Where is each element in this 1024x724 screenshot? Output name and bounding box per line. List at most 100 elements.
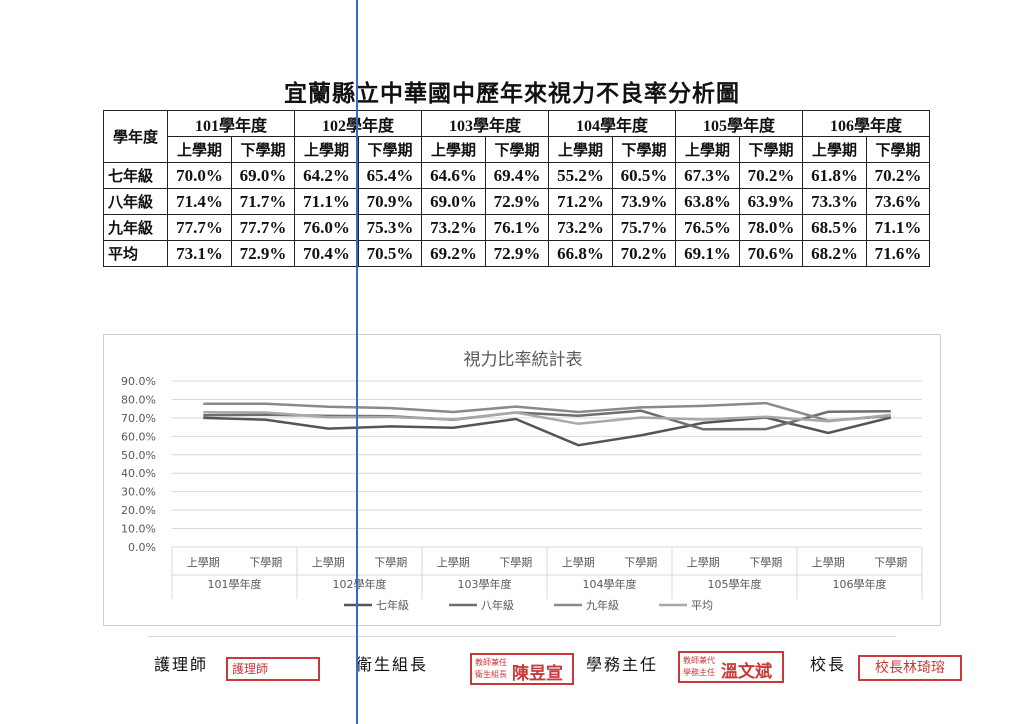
table-row: 七年級 70.0% 69.0% 64.2% 65.4% 64.6% 69.4% 55.2% 60… bbox=[103, 162, 930, 189]
table-cell: 77.7% bbox=[231, 214, 295, 241]
table-header-row: 學年度101學年度102學年度103學年度104學年度105學年度106學年度 bbox=[103, 110, 930, 163]
table-cell: 73.9% bbox=[612, 188, 676, 215]
table-cell: 68.5% bbox=[802, 214, 867, 241]
academic-director-label: 學務主任 bbox=[586, 655, 659, 674]
x-tick-label: 下學期 bbox=[749, 556, 782, 569]
table-semester-header: 下學期 bbox=[231, 136, 295, 163]
series-line-3 bbox=[203, 410, 891, 426]
table-cell: 70.0% bbox=[167, 162, 232, 189]
table-cell: 70.4% bbox=[294, 240, 359, 267]
x-group-label: 106學年度 bbox=[833, 577, 887, 591]
y-tick-label: 40.0% bbox=[121, 467, 156, 480]
table-semester-header: 下學期 bbox=[612, 136, 676, 163]
x-tick-label: 上學期 bbox=[312, 556, 345, 569]
table-cell: 55.2% bbox=[548, 162, 613, 189]
table-cell: 75.3% bbox=[358, 214, 422, 241]
series-line-2 bbox=[203, 401, 891, 422]
table-cell: 70.2% bbox=[739, 162, 803, 189]
table-year-header: 105學年度 bbox=[675, 110, 803, 137]
table-row-label: 九年級 bbox=[103, 214, 168, 241]
x-group-label: 104學年度 bbox=[583, 577, 637, 591]
director-stamp-name: 溫文斌 bbox=[721, 662, 772, 682]
table-semester-header: 上學期 bbox=[294, 136, 359, 163]
health-stamp-name: 陳昱宣 bbox=[512, 664, 563, 684]
chart-container: 視力比率統計表 0.0% 10.0% 20.0% 30.0% 40.0% 50.0% 60.0… bbox=[103, 334, 941, 626]
table-semester-header: 下學期 bbox=[739, 136, 803, 163]
table-semester-header: 上學期 bbox=[421, 136, 486, 163]
table-row-label: 平均 bbox=[103, 240, 168, 267]
scan-divider-line bbox=[356, 0, 358, 724]
y-tick-label: 80.0% bbox=[121, 393, 156, 406]
table-cell: 76.1% bbox=[485, 214, 549, 241]
legend-label: 七年級 bbox=[376, 598, 409, 612]
vision-rate-table: 學年度101學年度102學年度103學年度104學年度105學年度106學年度上… bbox=[103, 110, 930, 267]
x-tick-label: 上學期 bbox=[187, 556, 220, 569]
table-cell: 69.0% bbox=[421, 188, 486, 215]
health-leader-stamp: 教師兼任 衛生組長 陳昱宣 bbox=[470, 653, 574, 685]
x-tick-label: 下學期 bbox=[249, 556, 282, 569]
legend-label: 平均 bbox=[691, 599, 713, 612]
table-year-header: 103學年度 bbox=[421, 110, 549, 137]
health-stamp-small: 教師兼任 衛生組長 bbox=[475, 658, 507, 679]
x-group-label: 101學年度 bbox=[208, 577, 262, 591]
nurse-label: 護理師 bbox=[154, 655, 209, 674]
y-tick-label: 0.0% bbox=[128, 541, 156, 554]
table-cell: 66.8% bbox=[548, 240, 613, 267]
table-year-header: 102學年度 bbox=[294, 110, 422, 137]
principal-label: 校長 bbox=[810, 655, 847, 674]
table-semester-header: 下學期 bbox=[866, 136, 930, 163]
table-row: 九年級 77.7% 77.7% 76.0% 75.3% 73.2% 76.1% 73.2% 75… bbox=[103, 214, 930, 241]
principal-stamp: 校長林琦瑢 bbox=[858, 655, 962, 681]
table-cell: 72.9% bbox=[485, 240, 549, 267]
table-cell: 70.6% bbox=[739, 240, 803, 267]
table-cell: 72.9% bbox=[485, 188, 549, 215]
table-semester-row: 上學期 下學期 上學期 下學期 上學期 下學期 上學期 下學期 上學期 下學期 上學期 下學期 bbox=[104, 136, 930, 163]
table-year-header: 101學年度 bbox=[167, 110, 295, 137]
y-tick-label: 10.0% bbox=[121, 523, 156, 536]
vision-line-chart: 視力比率統計表 0.0% 10.0% 20.0% 30.0% 40.0% 50.0% 60.0… bbox=[121, 350, 923, 612]
principal-stamp-text: 校長林琦瑢 bbox=[875, 660, 945, 676]
table-year-header: 106學年度 bbox=[802, 110, 930, 137]
table-cell: 64.6% bbox=[421, 162, 486, 189]
director-stamp-small: 教師兼代 學務主任 bbox=[683, 656, 715, 677]
table-cell: 73.1% bbox=[167, 240, 232, 267]
table-semester-header: 上學期 bbox=[802, 136, 867, 163]
academic-director-stamp: 教師兼代 學務主任 溫文斌 bbox=[678, 651, 784, 683]
table-cell: 69.4% bbox=[485, 162, 549, 189]
table-cell: 71.4% bbox=[167, 188, 232, 215]
table-cell: 71.1% bbox=[294, 188, 359, 215]
table-cell: 71.6% bbox=[866, 240, 930, 267]
y-tick-label: 60.0% bbox=[121, 430, 156, 443]
table-semester-header: 上學期 bbox=[675, 136, 740, 163]
x-tick-label: 下學期 bbox=[624, 556, 657, 569]
table-cell: 68.2% bbox=[802, 240, 867, 267]
nurse-stamp-text: 護理師 bbox=[232, 662, 269, 676]
table-cell: 69.2% bbox=[421, 240, 486, 267]
table-cell: 71.1% bbox=[866, 214, 930, 241]
table-cell: 61.8% bbox=[802, 162, 867, 189]
table-row-label: 八年級 bbox=[103, 188, 168, 215]
table-cell: 64.2% bbox=[294, 162, 359, 189]
x-group-label: 102學年度 bbox=[333, 577, 387, 591]
table-cell: 75.7% bbox=[612, 214, 676, 241]
table-cell: 70.5% bbox=[358, 240, 422, 267]
table-cell: 70.2% bbox=[866, 162, 930, 189]
table-cell: 65.4% bbox=[358, 162, 422, 189]
x-group-label: 103學年度 bbox=[458, 577, 512, 591]
chart-title: 視力比率統計表 bbox=[464, 350, 583, 370]
table-cell: 69.0% bbox=[231, 162, 295, 189]
table-cell: 70.2% bbox=[612, 240, 676, 267]
table-cell: 63.9% bbox=[739, 188, 803, 215]
table-semester-header: 上學期 bbox=[548, 136, 613, 163]
table-row-label: 七年級 bbox=[103, 162, 168, 189]
legend-label: 八年級 bbox=[481, 598, 514, 612]
table-cell: 73.6% bbox=[866, 188, 930, 215]
x-tick-label: 下學期 bbox=[499, 556, 532, 569]
series-line-0 bbox=[203, 416, 892, 447]
table-row: 平均 73.1% 72.9% 70.4% 70.5% 69.2% 72.9% 66.8% 70.… bbox=[103, 240, 930, 267]
x-group-label: 105學年度 bbox=[708, 577, 762, 591]
table-cell: 71.2% bbox=[548, 188, 613, 215]
table-cell: 73.2% bbox=[421, 214, 486, 241]
x-tick-label: 上學期 bbox=[687, 556, 720, 569]
x-tick-label: 上學期 bbox=[437, 556, 470, 569]
